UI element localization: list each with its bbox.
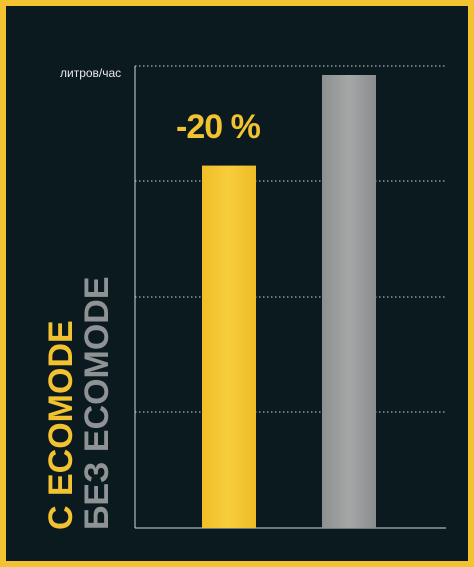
bar-without-ecomode xyxy=(322,75,376,528)
bars xyxy=(202,75,376,528)
y-axis-unit-label: литров/час xyxy=(60,66,122,80)
legend-without-ecomode: БЕЗ ECOMODE xyxy=(78,276,116,530)
percent-annotation: -20 % xyxy=(176,108,261,146)
bar-with-ecomode xyxy=(202,165,256,528)
legend-with-ecomode: С ECOMODE xyxy=(42,320,80,530)
